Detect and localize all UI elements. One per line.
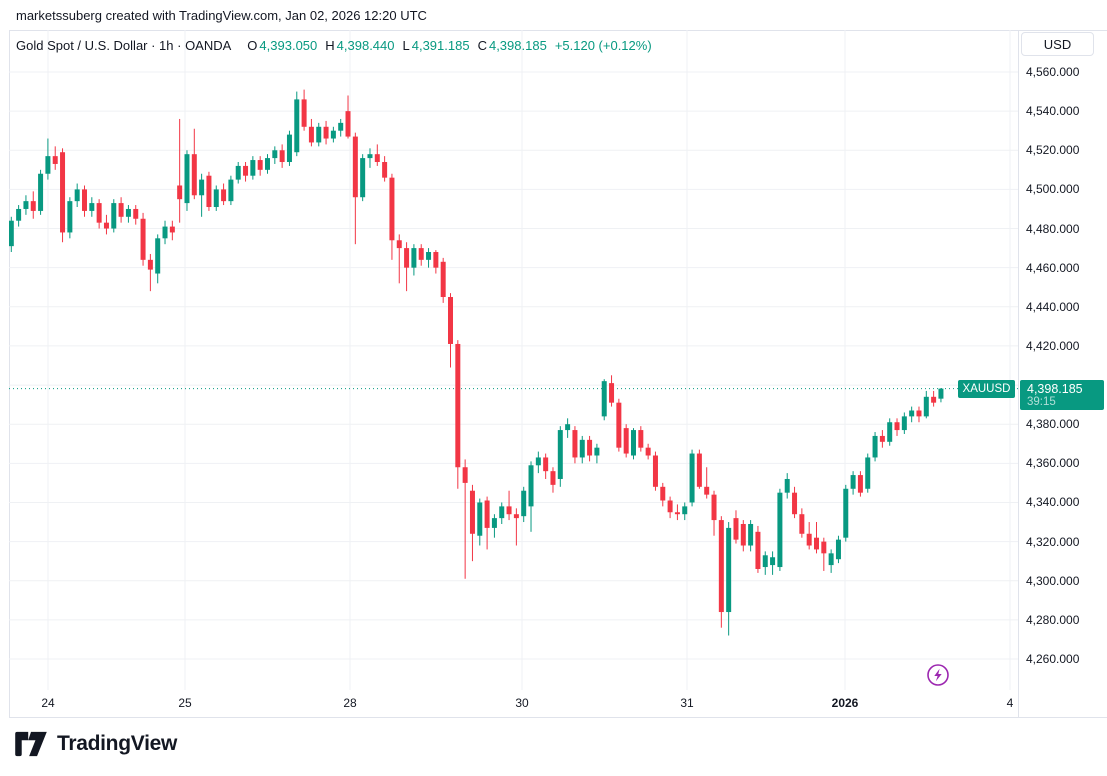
bar-countdown: 39:15: [1027, 396, 1056, 409]
time-tick-label: 31: [680, 696, 694, 710]
high-label: H: [325, 37, 335, 53]
price-tick-label: 4,520.000: [1026, 143, 1080, 158]
price-tick-label: 4,460.000: [1026, 260, 1080, 275]
footer-branding[interactable]: TradingView: [14, 731, 177, 757]
time-tick-label: 4: [1006, 696, 1014, 710]
time-tick-label: 30: [515, 696, 529, 710]
price-axis-separator: [1018, 30, 1019, 718]
price-tick-label: 4,480.000: [1026, 221, 1080, 236]
time-tick-label: 25: [178, 696, 192, 710]
chart-legend: Gold Spot / U.S. Dollar · 1h · OANDA O 4,…: [16, 36, 652, 54]
low-value: 4,391.185: [411, 37, 470, 53]
last-price-symbol-tag: XAUUSD: [958, 379, 1015, 398]
open-label: O: [247, 37, 258, 53]
price-tick-label: 4,300.000: [1026, 573, 1080, 588]
price-tick-label: 4,340.000: [1026, 495, 1080, 510]
flash-icon[interactable]: [926, 663, 950, 687]
price-axis[interactable]: USD 4,560.000 4,540.000 4,520.000 4,500.000…: [1019, 30, 1107, 690]
attribution-text: marketssuberg created with TradingView.c…: [16, 7, 427, 23]
widget-left-border: [9, 30, 10, 718]
tradingview-logo-text: TradingView: [57, 732, 178, 755]
price-tick-label: 4,320.000: [1026, 534, 1080, 549]
candlestick-chart-pane[interactable]: [9, 30, 1018, 690]
currency-toggle-button[interactable]: USD: [1021, 32, 1094, 56]
attribution-bar: marketssuberg created with TradingView.c…: [0, 0, 1107, 30]
symbol-title: Gold Spot / U.S. Dollar · 1h · OANDA: [16, 37, 232, 53]
open-value: 4,393.050: [259, 37, 318, 53]
close-value: 4,398.185: [488, 37, 547, 53]
ohlc-values: O 4,393.050 H 4,398.440 L 4,391.185 C 4,398.…: [241, 38, 651, 53]
price-tick-label: 4,440.000: [1026, 299, 1080, 314]
price-tick-label: 4,260.000: [1026, 652, 1080, 666]
high-value: 4,398.440: [336, 37, 395, 53]
price-tick-label: 4,420.000: [1026, 338, 1080, 353]
tradingview-logo-icon: [15, 731, 47, 757]
low-label: L: [402, 37, 410, 53]
last-price-box: 4,398.185 39:15: [1020, 380, 1104, 411]
price-tick-label: 4,560.000: [1026, 65, 1080, 79]
change-value: +5.120 (+0.12%): [554, 37, 652, 53]
close-label: C: [477, 37, 487, 53]
time-tick-label: 24: [41, 696, 55, 710]
time-tick-label: 2026: [831, 696, 859, 710]
widget-bottom-border: [9, 717, 1107, 718]
time-axis[interactable]: 24 25 28 30 31 2026 4: [9, 690, 1018, 717]
price-tick-label: 4,380.000: [1026, 417, 1080, 432]
price-tick-label: 4,500.000: [1026, 182, 1080, 197]
price-tick-label: 4,540.000: [1026, 104, 1080, 119]
price-tick-label: 4,360.000: [1026, 456, 1080, 471]
widget-top-border: [9, 30, 1107, 31]
price-tick-label: 4,280.000: [1026, 612, 1080, 627]
time-tick-label: 28: [343, 696, 357, 710]
last-price-value: 4,398.185: [1027, 382, 1083, 397]
